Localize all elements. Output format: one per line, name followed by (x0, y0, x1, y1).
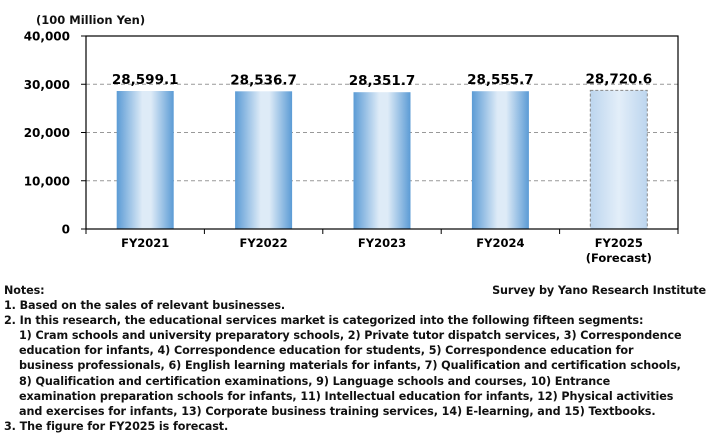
note-2: 2. In this research, the educational ser… (4, 314, 644, 328)
y-tick-label: 40,000 (24, 30, 70, 44)
bar-forecast (589, 89, 648, 230)
note-2-segments-line: education for infants, 4) Correspondence… (19, 344, 634, 358)
bar (116, 91, 174, 230)
source-credit: Survey by Yano Research Institute (492, 284, 706, 297)
x-tick-label: FY2022 (239, 236, 287, 250)
x-tick-label: FY2024 (476, 236, 524, 250)
x-tick-sublabel: (Forecast) (586, 251, 652, 265)
note-2-segments-line: business professionals, 6) English learn… (19, 359, 681, 373)
bar (353, 92, 411, 229)
y-axis-unit-label: (100 Million Yen) (36, 13, 146, 27)
note-1: 1. Based on the sales of relevant busine… (4, 299, 286, 313)
bar-chart: 28,599.1 28,536.7 28,351.7 28,555.7 28,720.6… (24, 30, 679, 265)
note-2-segments-line: 8) Qualification and certification exami… (19, 374, 611, 388)
x-tick-label: FY2023 (358, 236, 406, 250)
data-label: 28,720.6 (585, 71, 652, 87)
notes-section: Notes: Survey by Yano Research Institute… (4, 283, 712, 434)
note-2-segments-line: and exercises for infants, 13) Corporate… (19, 404, 656, 418)
y-tick-label: 20,000 (24, 126, 70, 140)
plot-frame (85, 35, 679, 230)
note-2-segments-line: 1) Cram schools and university preparato… (19, 329, 682, 343)
y-tick-label: 30,000 (24, 78, 70, 92)
x-tick-label: FY2025 (595, 236, 643, 250)
data-label: 28,555.7 (467, 72, 534, 88)
x-tick-label: FY2021 (121, 236, 169, 250)
bar (235, 91, 293, 229)
data-label: 28,536.7 (230, 72, 297, 88)
notes-title: Notes: (4, 284, 45, 297)
data-label: 28,599.1 (112, 72, 179, 88)
y-tick-label: 0 (62, 223, 70, 237)
bar (471, 91, 529, 229)
data-label: 28,351.7 (349, 73, 416, 89)
note-3: 3. The figure for FY2025 is forecast. (4, 419, 229, 433)
note-2-segments-line: examination preparation schools for infa… (19, 389, 674, 403)
y-tick-label: 10,000 (24, 174, 70, 188)
